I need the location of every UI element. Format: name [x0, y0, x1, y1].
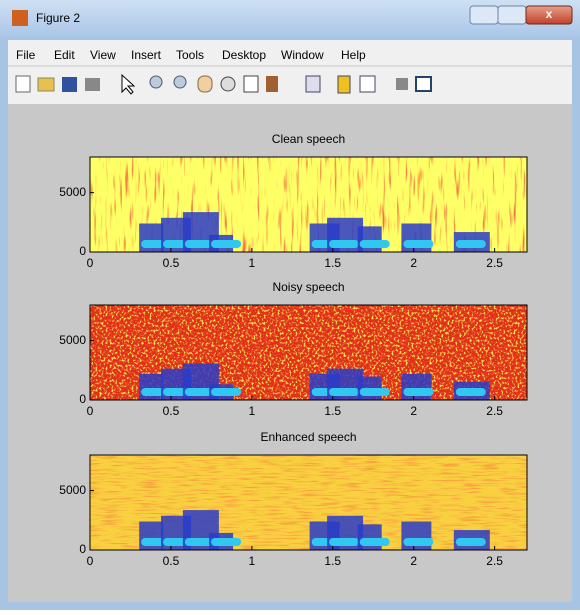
tool-hide[interactable] — [396, 78, 408, 90]
speech-energy-core — [211, 538, 241, 546]
tool-brush[interactable] — [266, 76, 278, 92]
x-tick-label: 0.5 — [163, 256, 180, 270]
menu-item[interactable]: Edit — [54, 48, 75, 62]
tool-open[interactable] — [38, 78, 54, 91]
y-tick-label: 5000 — [59, 333, 86, 347]
speech-energy-core — [329, 538, 359, 546]
speech-energy-core — [403, 388, 433, 396]
x-tick-label: 1.5 — [324, 256, 341, 270]
speech-energy-core — [329, 240, 359, 248]
speech-energy-core — [360, 538, 390, 546]
x-tick-label: 0 — [87, 256, 94, 270]
x-tick-label: 2.5 — [486, 554, 503, 568]
tool-link[interactable] — [306, 76, 320, 92]
tool-zoom-out[interactable] — [174, 76, 186, 88]
speech-energy-core — [403, 538, 433, 546]
plot-title: Clean speech — [272, 132, 345, 146]
y-tick-label: 0 — [79, 542, 86, 556]
tool-zoom-in[interactable] — [150, 76, 162, 88]
tool-show[interactable] — [416, 77, 431, 91]
y-tick-label: 0 — [79, 392, 86, 406]
speech-energy — [358, 226, 382, 252]
tool-save[interactable] — [62, 77, 77, 92]
menu-item[interactable]: Window — [281, 48, 324, 62]
x-tick-label: 2 — [410, 554, 417, 568]
tool-colorbar[interactable] — [338, 76, 350, 93]
x-tick-label: 2 — [410, 256, 417, 270]
minimize-button[interactable] — [470, 6, 498, 24]
plots: Clean speech 0 0.5 1 1.5 2 2.5 0 5000 Noisy speec… — [59, 132, 527, 568]
menu-item[interactable]: View — [90, 48, 116, 62]
menu-item[interactable]: Insert — [131, 48, 162, 62]
menu-item[interactable]: Desktop — [222, 48, 266, 62]
x-tick-label: 0 — [87, 404, 94, 418]
plot-title: Enhanced speech — [260, 430, 356, 444]
speech-energy — [401, 374, 431, 400]
maximize-button[interactable] — [498, 6, 526, 24]
x-tick-label: 2.5 — [486, 404, 503, 418]
tool-print[interactable] — [85, 78, 100, 91]
x-tick-label: 0 — [87, 554, 94, 568]
tool-datacursor[interactable] — [244, 76, 258, 92]
tool-legend[interactable] — [360, 76, 375, 92]
x-tick-label: 1 — [249, 554, 256, 568]
speech-energy-core — [360, 388, 390, 396]
x-tick-label: 1.5 — [324, 404, 341, 418]
app-icon — [12, 10, 28, 26]
speech-energy-core — [456, 388, 486, 396]
speech-energy — [139, 374, 163, 400]
x-tick-label: 0.5 — [163, 554, 180, 568]
x-tick-label: 2 — [410, 404, 417, 418]
tool-new[interactable] — [16, 76, 30, 92]
x-tick-label: 1.5 — [324, 554, 341, 568]
tool-rotate[interactable] — [221, 77, 235, 91]
y-tick-label: 0 — [79, 244, 86, 258]
speech-energy-core — [329, 388, 359, 396]
x-tick-label: 1 — [249, 256, 256, 270]
speech-energy-core — [211, 388, 241, 396]
plot-title: Noisy speech — [272, 280, 344, 294]
menu-item[interactable]: Help — [341, 48, 366, 62]
y-tick-label: 5000 — [59, 483, 86, 497]
menu-item[interactable]: Tools — [176, 48, 204, 62]
speech-energy-core — [456, 538, 486, 546]
window-title: Figure 2 — [36, 11, 80, 25]
speech-energy-core — [360, 240, 390, 248]
speech-energy-core — [403, 240, 433, 248]
speech-energy-core — [211, 240, 241, 248]
speech-energy — [358, 524, 382, 550]
x-tick-label: 1 — [249, 404, 256, 418]
menu-bar: File Edit View Insert Tools Desktop Window Help — [16, 48, 366, 62]
close-glyph: x — [546, 7, 553, 21]
tool-pan[interactable] — [198, 76, 212, 92]
x-tick-label: 2.5 — [486, 256, 503, 270]
figure-window: Figure 2 x File Edit View Insert Tools Deskto… — [0, 0, 580, 610]
menu-item[interactable]: File — [16, 48, 36, 62]
y-tick-label: 5000 — [59, 185, 86, 199]
speech-energy-core — [456, 240, 486, 248]
x-tick-label: 0.5 — [163, 404, 180, 418]
